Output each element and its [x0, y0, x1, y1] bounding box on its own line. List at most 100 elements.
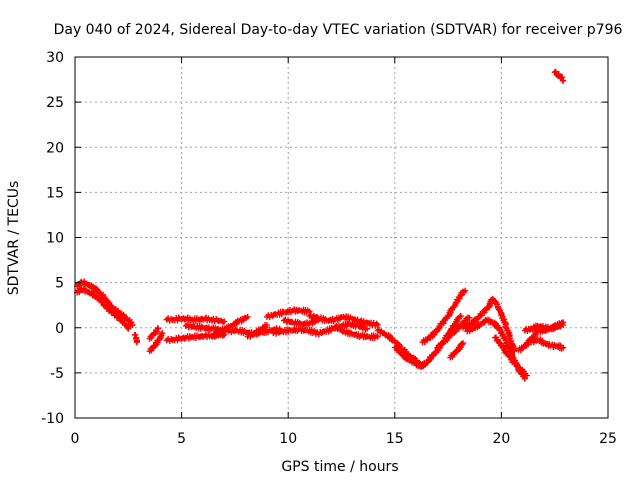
data-point — [312, 331, 319, 338]
data-point — [95, 288, 102, 295]
data-marker — [496, 306, 503, 313]
data-point — [78, 285, 85, 292]
data-point — [108, 308, 115, 315]
data-point — [263, 313, 270, 320]
data-point — [219, 328, 226, 335]
data-point — [199, 324, 206, 331]
x-tick-label: 20 — [492, 431, 510, 447]
data-point — [347, 321, 354, 328]
data-marker — [198, 323, 205, 330]
data-marker — [154, 328, 161, 335]
y-tick-label: 15 — [46, 185, 64, 201]
data-point — [289, 307, 296, 314]
series-segment — [492, 334, 530, 379]
data-point — [146, 348, 153, 355]
series-segment — [528, 336, 567, 352]
data-point — [121, 320, 128, 327]
data-point — [270, 330, 277, 337]
data-point — [485, 303, 492, 310]
data-point — [263, 322, 270, 329]
data-point — [466, 314, 473, 321]
data-point — [374, 322, 381, 329]
data-point — [189, 333, 196, 340]
data-point — [289, 319, 296, 326]
data-point — [146, 335, 153, 342]
data-point — [460, 340, 467, 347]
data-point — [125, 325, 132, 332]
data-point — [280, 309, 287, 316]
data-point — [332, 316, 339, 323]
data-point — [108, 303, 115, 310]
series-segment — [163, 314, 228, 325]
data-point — [357, 318, 364, 325]
data-point — [547, 342, 554, 349]
series-segment — [210, 313, 251, 339]
data-point — [340, 328, 347, 335]
data-point — [521, 342, 528, 349]
data-point — [498, 342, 505, 349]
data-point — [398, 350, 405, 357]
data-point — [234, 327, 241, 334]
series-segment — [419, 287, 469, 346]
data-point — [492, 334, 499, 341]
chart-title: Day 040 of 2024, Sidereal Day-to-day VTE… — [54, 22, 623, 38]
data-point — [517, 366, 524, 373]
data-point — [447, 354, 454, 361]
data-point — [195, 316, 202, 323]
data-marker — [241, 328, 248, 335]
data-point — [244, 313, 251, 320]
data-point — [176, 335, 183, 342]
data-point — [182, 334, 189, 341]
data-point — [440, 338, 447, 345]
data-point — [129, 322, 136, 329]
y-tick-label: 25 — [46, 95, 64, 111]
data-point — [236, 318, 243, 325]
y-tick-label: 10 — [46, 231, 64, 247]
data-point — [523, 372, 530, 379]
series-segment — [146, 325, 162, 342]
data-point — [103, 297, 110, 304]
series-segment — [551, 68, 567, 84]
data-point — [244, 333, 251, 340]
data-point — [462, 287, 469, 294]
data-point — [112, 312, 119, 319]
data-point — [432, 349, 439, 356]
data-point — [155, 337, 162, 344]
data-point — [528, 339, 535, 346]
data-point — [423, 359, 430, 366]
data-point — [78, 278, 85, 285]
x-tick-label: 10 — [279, 431, 297, 447]
data-point — [364, 325, 371, 332]
data-point — [182, 315, 189, 322]
data-point — [315, 314, 322, 321]
data-point — [221, 318, 228, 325]
data-point — [210, 332, 217, 339]
data-point — [374, 327, 381, 334]
data-point — [391, 344, 398, 351]
data-point — [432, 329, 439, 336]
data-point — [297, 307, 304, 314]
data-point — [304, 327, 311, 334]
data-point — [425, 334, 432, 341]
axis-ticks — [74, 56, 609, 419]
data-point — [425, 356, 432, 363]
data-point — [91, 292, 98, 299]
data-point — [445, 313, 452, 320]
x-tick-label: 0 — [71, 431, 80, 447]
data-point — [133, 339, 140, 346]
data-point — [225, 328, 232, 335]
data-point — [434, 344, 441, 351]
series-segment — [306, 311, 381, 329]
data-point — [242, 329, 249, 336]
x-tick-label: 25 — [599, 431, 617, 447]
data-point — [404, 356, 411, 363]
data-point — [103, 303, 110, 310]
data-point — [451, 303, 458, 310]
y-tick-label: 5 — [55, 276, 64, 292]
series-segment — [460, 295, 518, 355]
data-point — [340, 313, 347, 320]
data-point — [410, 359, 417, 366]
data-point — [511, 359, 518, 366]
data-point — [150, 342, 157, 349]
